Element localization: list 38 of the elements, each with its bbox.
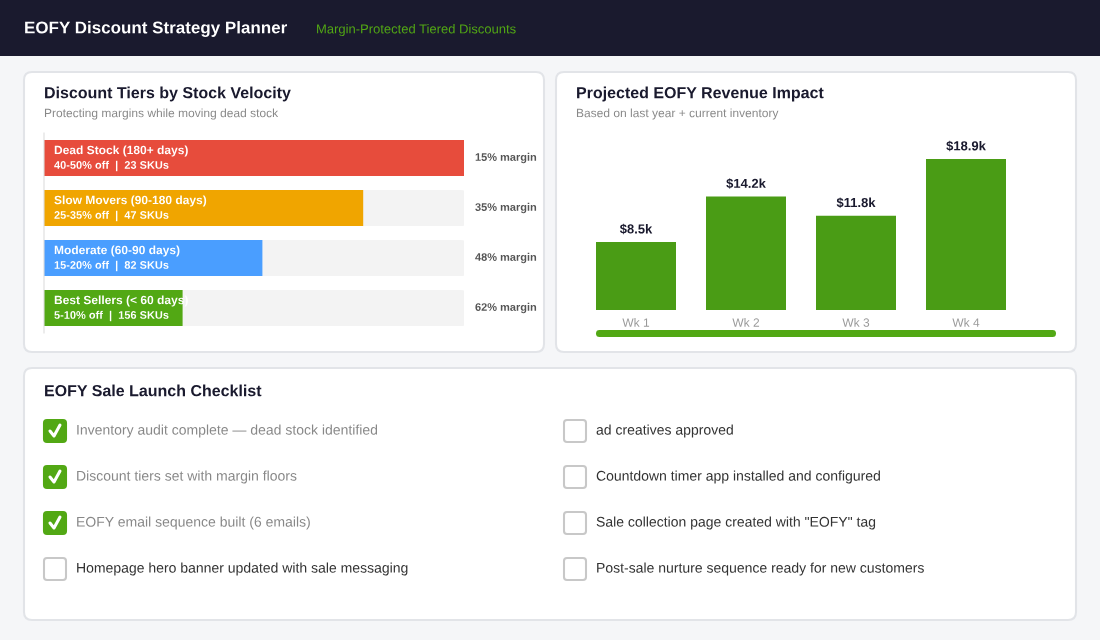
x-tick-label: Wk 1 <box>622 318 650 327</box>
text: EOFY Sale Launch Checklist <box>45 384 262 397</box>
text: 35% margin <box>475 202 537 214</box>
bar <box>816 215 896 310</box>
chart-title: Discount Tiers by Stock Velocity <box>45 86 291 102</box>
text: EOFY email sequence built (6 emails) <box>77 516 310 530</box>
text: EOFY Discount Strategy Planner <box>25 21 287 37</box>
bar <box>706 196 786 310</box>
text: Discount tiers set with margin floors <box>77 470 297 484</box>
y-tick-label: Dead Stock (180+ days) <box>54 145 188 157</box>
text: 62% margin <box>475 302 537 314</box>
text: Post-sale nurture sequence ready for new customers <box>597 562 924 576</box>
y-tick-label: Slow Movers (90-180 days) <box>54 195 207 207</box>
text: 15% margin <box>475 152 537 164</box>
annotation: 15-20% off | 82 SKUs <box>54 260 169 272</box>
annotation: 25-35% off | 47 SKUs <box>54 210 169 222</box>
chart-subtitle: Based on last year + current inventory <box>576 108 779 120</box>
data-label: $14.2k <box>726 178 766 189</box>
text: 48% margin <box>475 252 537 264</box>
bar <box>596 242 676 310</box>
text: ad creatives approved <box>596 424 733 438</box>
annotation: 5-10% off | 156 SKUs <box>54 310 169 322</box>
y-tick-label: Moderate (60-90 days) <box>54 245 180 257</box>
text: Sale collection page created with "EOFY" tag <box>596 516 876 530</box>
x-tick-label: Wk 3 <box>842 318 870 327</box>
text: Inventory audit complete — dead stock identified <box>77 424 378 438</box>
chart-subtitle: Protecting margins while moving dead stock <box>44 108 279 120</box>
x-tick-label: Wk 2 <box>732 318 760 327</box>
data-label: $8.5k <box>619 223 653 235</box>
chart-title: Projected EOFY Revenue Impact <box>577 86 824 102</box>
text: Countdown timer app installed and configured <box>596 470 880 484</box>
x-tick-label: Wk 4 <box>952 318 980 327</box>
data-label: $11.8k <box>836 197 876 208</box>
annotation: 40-50% off | 23 SKUs <box>54 160 169 172</box>
bar <box>926 159 1006 310</box>
text: Homepage hero banner updated with sale messaging <box>77 562 408 576</box>
data-label: $18.9k <box>946 140 986 152</box>
text: Margin-Protected Tiered Discounts <box>317 23 516 37</box>
